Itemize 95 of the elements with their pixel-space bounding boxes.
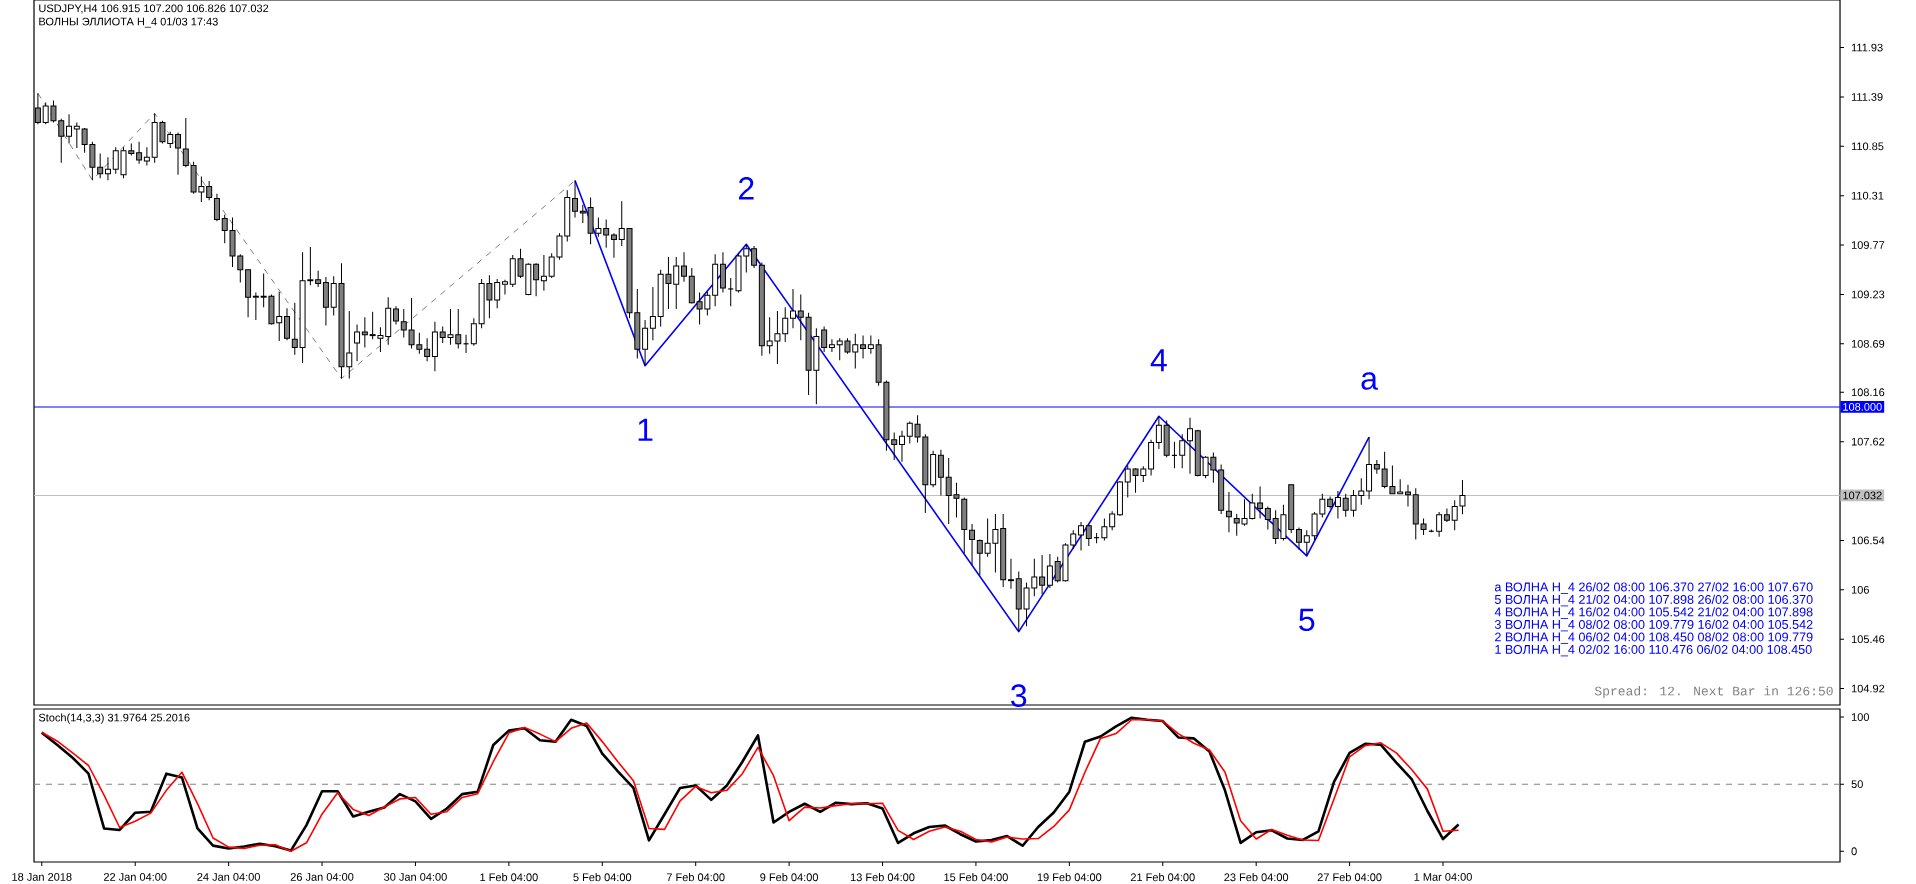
candlestick <box>104 156 111 181</box>
candlestick <box>642 319 649 367</box>
x-tick-label: 7 Feb 04:00 <box>666 873 725 882</box>
annotation: 5 <box>1299 608 1315 632</box>
x-tick-label: 24 Jan 04:00 <box>197 873 260 881</box>
candlestick <box>1436 511 1443 538</box>
y-tick-label: 50 <box>1851 780 1863 789</box>
line-series <box>37 92 576 379</box>
annotation: 2 <box>738 177 754 200</box>
candlestick <box>821 325 828 353</box>
y-tick-label: 0 <box>1851 847 1857 856</box>
y-tick-label: 104.92 <box>1851 684 1885 693</box>
y-tick-label: 106 <box>1851 585 1869 594</box>
candlestick <box>143 146 150 166</box>
candlestick <box>790 288 796 329</box>
y-tick-label: 100 <box>1851 713 1869 721</box>
x-tick-label: 1 Feb 04:00 <box>480 873 538 882</box>
candlestick <box>354 324 361 362</box>
y-tick-label: 110.31 <box>1851 191 1884 200</box>
chart-title: Stoch(14,3,3) 31.9764 25.2016 <box>38 713 190 724</box>
annotation: Spread: 12. Next Bar in 126:50 <box>1594 685 1833 699</box>
x-tick-label: 22 Jan 04:00 <box>103 873 167 881</box>
candlestick <box>136 141 143 165</box>
candlestick <box>1046 553 1053 589</box>
ref-line-label: 108.000 <box>1843 403 1882 411</box>
candlestick <box>540 254 547 292</box>
candlestick <box>284 307 290 341</box>
annotation: 2 ВОЛНА H_4 06/02 04:00 108.450 08/02 08:00 109.779 <box>1495 632 1813 644</box>
candlestick <box>1334 490 1341 519</box>
annotation: 4 <box>1150 349 1167 372</box>
candlestick <box>252 292 259 321</box>
y-tick-label: 111.39 <box>1851 93 1883 101</box>
x-tick-label: 5 Feb 04:00 <box>573 873 632 882</box>
candlestick <box>1257 485 1264 519</box>
x-tick-label: 9 Feb 04:00 <box>760 873 819 882</box>
candlestick <box>898 430 905 463</box>
candlestick <box>828 338 835 353</box>
candlestick <box>860 335 867 359</box>
x-tick-label: 26 Jan 04:00 <box>290 873 354 881</box>
annotation: 1 ВОЛНА H_4 02/02 16:00 110.476 06/02 04:00 108.450 <box>1495 644 1812 657</box>
candlestick <box>533 262 540 297</box>
candlestick <box>501 279 508 295</box>
candlestick <box>175 132 182 176</box>
annotation: 3 <box>1011 684 1027 707</box>
y-tick-label: 107.62 <box>1851 437 1885 446</box>
candlestick <box>66 113 73 145</box>
annotation: 3 ВОЛНА H_4 08/02 08:00 109.779 16/02 04:00 105.542 <box>1494 619 1813 632</box>
y-tick-label: 106.54 <box>1851 536 1885 545</box>
candlestick <box>681 251 687 283</box>
annotation: 4 ВОЛНА H_4 16/02 04:00 105.542 21/02 04:00 107.898 <box>1494 607 1813 619</box>
candlestick <box>393 305 399 326</box>
candlestick <box>751 245 758 269</box>
candlestick <box>610 232 617 259</box>
candlestick <box>719 251 726 294</box>
candlestick <box>1404 484 1411 508</box>
candlestick <box>969 523 976 566</box>
chart-title: USDJPY,H4 106.915 107.200 106.826 107.032 <box>39 4 269 14</box>
candlestick <box>727 277 734 307</box>
y-tick-label: 108.69 <box>1851 339 1885 348</box>
candlestick <box>213 193 220 222</box>
y-tick-label: 109.77 <box>1851 241 1885 249</box>
candlestick <box>1007 558 1014 590</box>
y-tick-label: 108.16 <box>1851 388 1885 397</box>
candlestick <box>424 337 431 362</box>
candlestick <box>1264 506 1271 530</box>
candlestick <box>1039 554 1046 595</box>
x-tick-label: 15 Feb 04:00 <box>944 873 1008 882</box>
candlestick <box>1443 507 1450 523</box>
candlestick <box>649 286 656 341</box>
annotation: 5 ВОЛНА H_4 21/02 04:00 107.898 26/02 08:00 106.370 <box>1494 594 1813 607</box>
x-tick-label: 23 Feb 04:00 <box>1224 873 1289 882</box>
text: ВОЛНЫ ЭЛЛИОТА H_4 01/03 17:43 <box>39 17 218 28</box>
y-tick-label: 109.23 <box>1851 290 1885 299</box>
y-tick-label: 105.46 <box>1851 635 1885 644</box>
candlestick <box>1078 521 1085 551</box>
x-tick-label: 18 Jan 2018 <box>12 873 72 881</box>
x-tick-label: 1 Mar 04:00 <box>1414 873 1472 881</box>
x-tick-label: 30 Jan 04:00 <box>384 873 447 881</box>
ref-line-label: 107.032 <box>1843 491 1882 500</box>
annotation: 1 <box>638 418 653 441</box>
candlestick <box>937 449 944 497</box>
y-tick-label: 111.93 <box>1851 43 1883 52</box>
candlestick <box>1225 491 1232 533</box>
x-tick-label: 19 Feb 04:00 <box>1037 873 1102 882</box>
x-tick-label: 27 Feb 04:00 <box>1317 873 1382 882</box>
candlestick <box>1296 527 1302 551</box>
x-tick-label: 21 Feb 04:00 <box>1130 873 1195 882</box>
candlestick <box>572 179 579 219</box>
candlestick <box>1155 415 1162 450</box>
candlestick <box>1179 433 1186 469</box>
x-tick-label: 13 Feb 04:00 <box>850 873 915 882</box>
annotation: a <box>1361 372 1378 390</box>
annotation: a ВОЛНА H_4 26/02 08:00 106.370 27/02 16:00 107.670 <box>1494 582 1813 594</box>
candlestick <box>1187 417 1193 475</box>
y-tick-label: 110.85 <box>1851 142 1884 151</box>
